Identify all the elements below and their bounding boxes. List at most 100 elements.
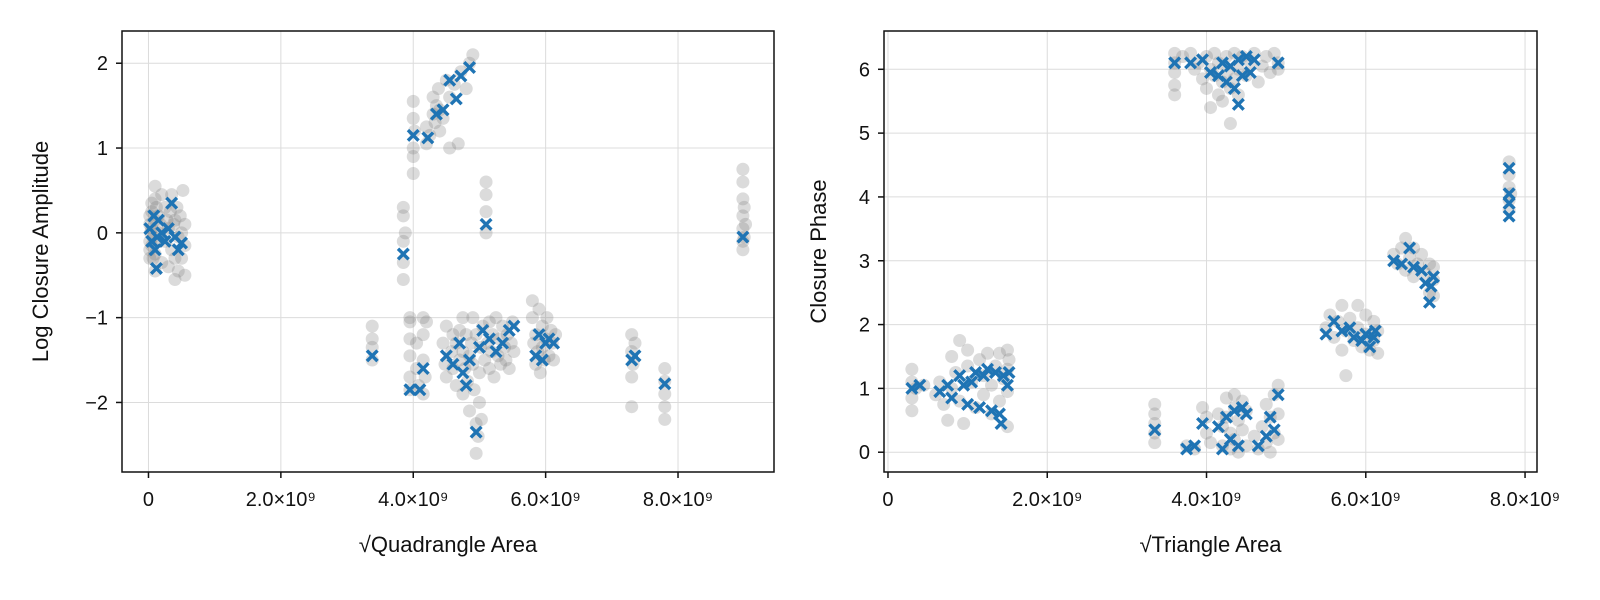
model-marker <box>479 217 493 231</box>
model-marker <box>1368 324 1382 338</box>
data-point <box>472 366 486 380</box>
data-point <box>467 383 481 397</box>
data-point <box>658 387 672 401</box>
x-tick-label: 0 <box>143 489 154 511</box>
data-point <box>953 334 967 348</box>
model-marker <box>406 128 420 142</box>
data-point <box>507 345 521 359</box>
data-point <box>1196 401 1210 415</box>
data-point <box>433 124 447 138</box>
x-tick-label: 2.0×10⁹ <box>246 489 316 511</box>
data-point <box>1415 247 1429 261</box>
data-point <box>1335 298 1349 312</box>
model-marker <box>396 247 410 261</box>
data-point <box>499 353 513 367</box>
data-point <box>969 401 983 415</box>
data-point <box>451 137 465 151</box>
model-marker <box>977 369 991 383</box>
model-marker <box>905 381 919 395</box>
data-point <box>529 328 543 342</box>
data-point <box>143 251 157 265</box>
data-point <box>1148 426 1162 440</box>
y-tick-label: 1 <box>97 138 108 160</box>
data-point <box>1267 426 1281 440</box>
data-point <box>431 82 445 96</box>
data-point <box>1263 65 1277 79</box>
data-point <box>398 226 412 240</box>
model-marker <box>463 353 477 367</box>
data-point <box>419 120 433 134</box>
data-point <box>1227 388 1241 402</box>
data-point <box>1263 445 1277 459</box>
y-tick-label: 2 <box>859 315 870 337</box>
data-point <box>145 196 159 210</box>
data-point <box>1399 263 1413 277</box>
x-tick-label: 4.0×10⁹ <box>378 489 448 511</box>
model-marker <box>1271 56 1285 70</box>
data-point <box>1227 46 1241 60</box>
data-point <box>658 374 672 388</box>
x-tick-label: 4.0×10⁹ <box>1171 489 1241 511</box>
data-point <box>178 268 192 282</box>
data-point <box>547 353 561 367</box>
data-point <box>527 336 541 350</box>
model-marker <box>1502 209 1516 223</box>
data-point <box>489 311 503 325</box>
data-point <box>941 413 955 427</box>
data-point <box>426 90 440 104</box>
data-point <box>436 336 450 350</box>
model-marker <box>1395 257 1409 271</box>
data-point <box>502 362 516 376</box>
model-marker <box>171 243 185 257</box>
data-point <box>1267 46 1281 60</box>
model-marker <box>1415 263 1429 277</box>
data-point <box>945 349 959 363</box>
model-marker <box>992 407 1006 421</box>
data-point <box>463 404 477 418</box>
model-marker <box>1227 404 1241 418</box>
data-point <box>905 391 919 405</box>
data-point <box>459 82 473 96</box>
y-tick-label: 0 <box>97 223 108 245</box>
data-point <box>625 400 639 414</box>
data-point <box>1247 429 1261 443</box>
model-marker <box>945 391 959 405</box>
data-point <box>453 323 467 337</box>
data-point <box>739 217 753 231</box>
model-marker <box>969 365 983 379</box>
data-point <box>419 315 433 329</box>
data-point <box>1211 56 1225 70</box>
data-point <box>625 328 639 342</box>
data-point <box>449 336 463 350</box>
data-point <box>1259 397 1273 411</box>
model-marker <box>482 332 496 346</box>
data-point <box>736 162 750 176</box>
data-point <box>406 150 420 164</box>
data-point <box>439 73 453 87</box>
data-point <box>992 394 1006 408</box>
model-marker <box>957 378 971 392</box>
y-tick-label: 5 <box>859 123 870 145</box>
data-point <box>396 234 410 248</box>
x-tick-label: 6.0×10⁹ <box>1331 489 1401 511</box>
data-point <box>416 311 430 325</box>
model-marker <box>1403 241 1417 255</box>
model-marker <box>1335 324 1349 338</box>
data-point <box>1204 101 1217 115</box>
model-marker <box>421 131 435 145</box>
data-point <box>1335 343 1349 357</box>
data-point <box>1000 343 1014 357</box>
model-marker <box>1502 187 1516 201</box>
plot-frame <box>883 30 1538 473</box>
data-point <box>1200 81 1214 95</box>
data-point <box>1267 388 1281 402</box>
model-marker <box>1271 388 1285 402</box>
data-point <box>1271 378 1285 392</box>
data-point <box>628 336 642 350</box>
data-point <box>406 111 420 125</box>
model-marker <box>1196 416 1210 430</box>
data-point <box>953 394 967 408</box>
model-marker <box>1184 56 1198 70</box>
model-marker <box>1239 407 1253 421</box>
data-point <box>464 336 478 350</box>
